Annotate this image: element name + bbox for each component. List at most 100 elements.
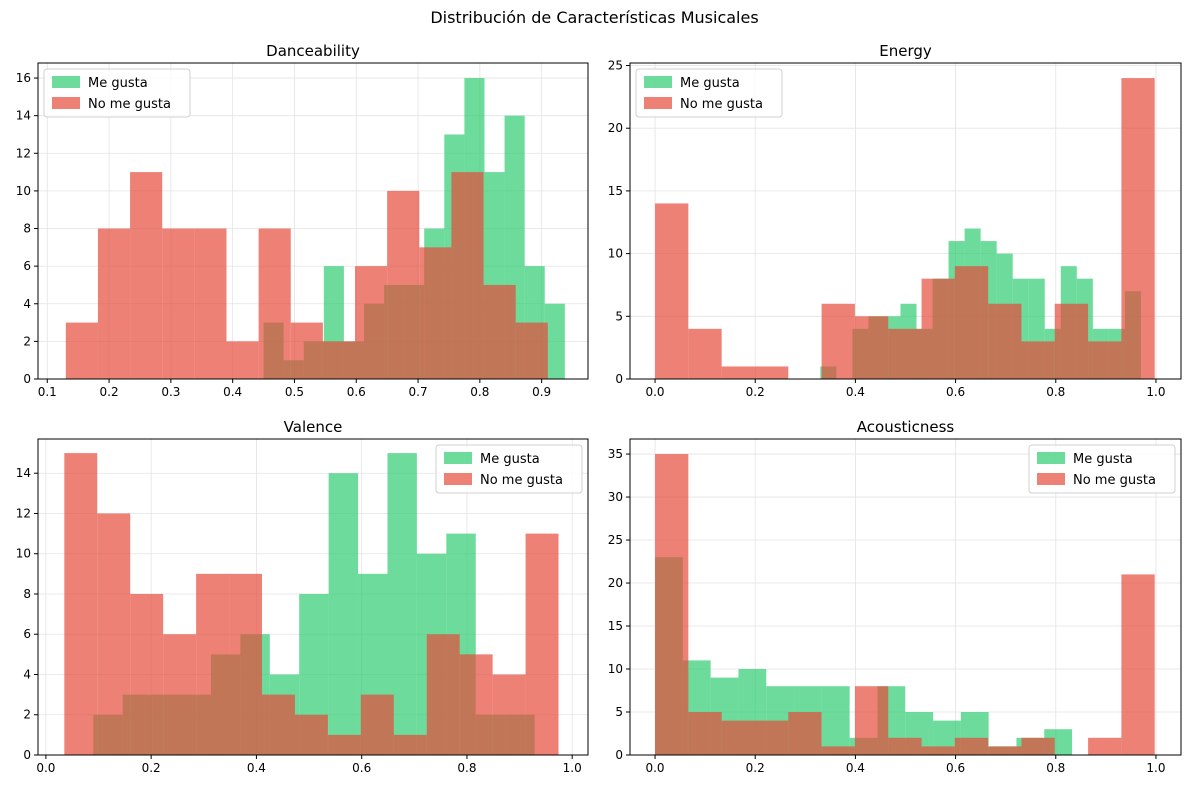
legend: Me gusta No me gusta <box>1028 444 1176 494</box>
x-tick-label: 0.6 <box>347 385 366 399</box>
bar-no-me-gusta <box>294 714 328 755</box>
bar-no-me-gusta <box>130 172 163 379</box>
bar-no-me-gusta <box>954 266 989 379</box>
bar-no-me-gusta <box>921 746 955 755</box>
bar-no-me-gusta <box>515 322 548 379</box>
subplot-title: Valence <box>284 418 343 436</box>
bar-no-me-gusta <box>921 278 955 379</box>
legend-swatch <box>52 97 80 109</box>
x-tick-label: 0.7 <box>409 385 428 399</box>
y-tick-label: 5 <box>615 309 623 323</box>
bar-no-me-gusta <box>721 720 755 755</box>
x-tick-label: 0.8 <box>1046 385 1065 399</box>
legend: Me gusta No me gusta <box>635 68 783 118</box>
y-tick-label: 4 <box>23 667 31 681</box>
x-tick-label: 0.5 <box>285 385 304 399</box>
y-tick-label: 10 <box>16 547 31 561</box>
axes-frame <box>629 438 1182 756</box>
y-tick-label: 16 <box>16 71 31 85</box>
bar-no-me-gusta <box>988 303 1022 379</box>
bar-no-me-gusta <box>97 228 131 379</box>
legend-label: No me gusta <box>680 97 763 112</box>
legend: Me gusta No me gusta <box>43 68 191 118</box>
bar-no-me-gusta <box>888 328 922 379</box>
y-tick-label: 6 <box>23 627 31 641</box>
x-tick-label: 0.0 <box>645 385 664 399</box>
y-tick-label: 0 <box>615 372 623 386</box>
bar-no-me-gusta <box>426 634 460 755</box>
subplot-danceability: 0.1 0.2 0.3 0.4 0.5 0.6 0.7 0.8 0.9 0 2 4 6 8 10 12 14 16… <box>16 42 589 399</box>
bar-no-me-gusta <box>655 454 689 755</box>
x-tick-label: 0.8 <box>1046 761 1065 775</box>
y-tick-label: 12 <box>16 506 31 520</box>
legend-label: No me gusta <box>88 97 171 112</box>
figure-title: Distribución de Características Musicale… <box>430 8 759 27</box>
legend-swatch <box>444 452 472 464</box>
legend: Me gusta No me gusta <box>435 444 583 494</box>
legend-swatch <box>1037 452 1065 464</box>
subplot-title: Energy <box>879 42 932 60</box>
x-tick-label: 0.8 <box>457 761 476 775</box>
bar-no-me-gusta <box>821 746 855 755</box>
x-tick-label: 0.6 <box>946 761 965 775</box>
x-tick-label: 1.0 <box>563 761 582 775</box>
legend-swatch <box>1037 473 1065 485</box>
x-tick-label: 0.1 <box>38 385 57 399</box>
bar-no-me-gusta <box>788 712 822 755</box>
y-tick-label: 8 <box>23 587 31 601</box>
y-tick-label: 14 <box>16 466 31 480</box>
y-tick-label: 0 <box>615 748 623 762</box>
bar-no-me-gusta <box>688 328 722 379</box>
x-tick-label: 0.8 <box>470 385 489 399</box>
legend-label: Me gusta <box>1073 452 1133 467</box>
y-tick-label: 10 <box>16 184 31 198</box>
bar-no-me-gusta <box>327 734 361 755</box>
legend-box <box>1028 444 1176 494</box>
y-tick-label: 15 <box>608 619 623 633</box>
x-tick-label: 0.0 <box>36 761 55 775</box>
bar-no-me-gusta <box>1021 737 1055 755</box>
subplot-energy: 0.0 0.2 0.4 0.6 0.8 1.0 0 5 10 15 20 25 Energy Me gus… <box>608 42 1182 399</box>
y-tick-label: 2 <box>23 708 31 722</box>
y-tick-label: 20 <box>608 121 623 135</box>
bar-no-me-gusta <box>196 573 230 755</box>
bar-no-me-gusta <box>492 674 526 755</box>
y-tick-label: 2 <box>23 334 31 348</box>
x-tick-label: 0.4 <box>247 761 266 775</box>
legend-label: Me gusta <box>88 76 148 91</box>
bar-no-me-gusta <box>1021 341 1055 379</box>
x-tick-label: 0.2 <box>746 385 765 399</box>
y-tick-label: 12 <box>16 146 31 160</box>
y-tick-label: 4 <box>23 297 31 311</box>
legend-swatch <box>52 76 80 88</box>
bar-no-me-gusta <box>64 453 98 755</box>
bar-no-me-gusta <box>655 203 689 379</box>
bar-no-me-gusta <box>721 366 755 379</box>
x-tick-label: 0.4 <box>846 761 865 775</box>
bar-me-gusta <box>821 686 850 755</box>
bar-no-me-gusta <box>162 228 195 379</box>
x-tick-label: 0.6 <box>352 761 371 775</box>
legend-label: No me gusta <box>480 473 563 488</box>
bar-no-me-gusta <box>130 593 164 755</box>
y-tick-label: 5 <box>615 705 623 719</box>
bar-no-me-gusta <box>1054 303 1089 379</box>
bar-no-me-gusta <box>419 247 452 379</box>
bar-no-me-gusta <box>1121 574 1155 755</box>
y-tick-label: 25 <box>608 59 623 73</box>
legend-box <box>635 68 783 118</box>
bar-no-me-gusta <box>229 573 262 755</box>
bar-no-me-gusta <box>1088 341 1122 379</box>
bar-no-me-gusta <box>355 266 388 379</box>
y-tick-label: 8 <box>23 222 31 236</box>
subplot-title: Acousticness <box>857 418 955 436</box>
y-tick-label: 10 <box>608 662 623 676</box>
bar-me-gusta <box>328 473 359 755</box>
y-tick-label: 0 <box>23 372 31 386</box>
subplot-title: Danceability <box>266 42 360 60</box>
y-tick-label: 25 <box>608 533 623 547</box>
bar-no-me-gusta <box>226 341 259 379</box>
bar-no-me-gusta <box>65 322 98 379</box>
bar-no-me-gusta <box>483 284 516 379</box>
legend-swatch <box>644 97 672 109</box>
